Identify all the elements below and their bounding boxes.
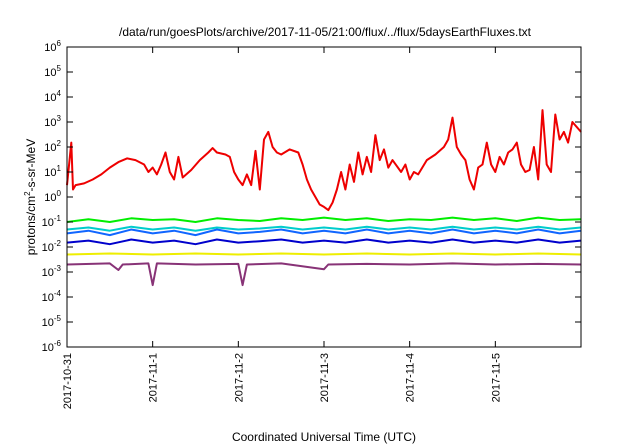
y-axis-title: protons/cm2-s-sr-MeV	[23, 139, 38, 255]
y-tick-label: 10-6	[42, 339, 62, 354]
y-tick-label: 10-5	[42, 314, 62, 329]
y-tick-label: 104	[44, 89, 61, 104]
y-tick-label: 10-3	[42, 264, 62, 279]
x-tick-label: 2017-11-2	[233, 353, 245, 402]
plot-frame	[66, 46, 582, 348]
series-line-7	[66, 262, 582, 287]
y-tick-label: 105	[44, 64, 61, 79]
y-tick-label: 102	[44, 139, 61, 154]
x-tick-label: 2017-11-3	[319, 353, 331, 402]
chart-title: /data/run/goesPlots/archive/2017-11-05/2…	[119, 25, 532, 39]
series-line-6	[66, 252, 582, 256]
y-tick-label: 10-4	[42, 289, 62, 304]
y-axis: 10-6 10-5 10-4 10-3 10-2 10-1 100 101 102 103 104 1…	[42, 39, 581, 354]
x-tick-label: 2017-10-31	[62, 353, 74, 409]
series-line-3	[66, 225, 582, 232]
y-tick-label: 10-2	[42, 239, 62, 254]
x-axis: 2017-10-31 2017-11-1 2017-11-2 2017-11-3 201…	[62, 47, 502, 409]
x-tick-label: 2017-11-5	[490, 353, 502, 402]
y-tick-label: 103	[44, 114, 61, 129]
series-line-4	[66, 228, 582, 237]
series-line-5	[66, 238, 582, 246]
y-tick-label: 106	[44, 39, 61, 54]
y-tick-label: 10-1	[42, 214, 62, 229]
x-axis-title: Coordinated Universal Time (UTC)	[232, 430, 416, 444]
y-tick-label: 100	[44, 189, 61, 204]
y-axis-title-superscript: 2	[23, 191, 32, 196]
y-tick-label: 101	[44, 164, 61, 179]
x-tick-label: 2017-11-4	[405, 353, 417, 402]
x-tick-label: 2017-11-1	[148, 353, 160, 402]
series-line-1	[66, 109, 582, 212]
y-axis-title-part-1: protons/cm	[24, 196, 38, 255]
series-line-2	[66, 216, 582, 223]
y-axis-title-part-2: -s-sr-MeV	[24, 139, 38, 192]
series-group	[66, 109, 582, 287]
